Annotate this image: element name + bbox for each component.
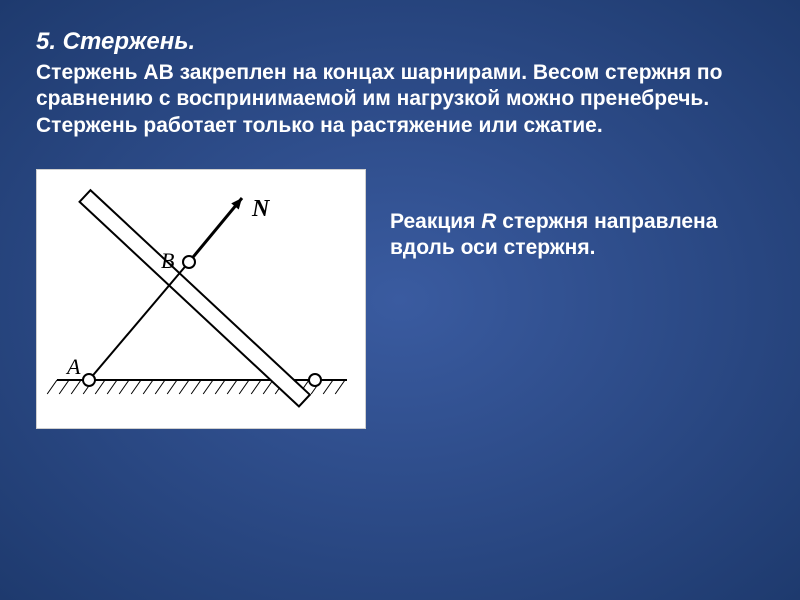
section-title: 5. Стержень. xyxy=(36,28,764,56)
caption-before: Реакция xyxy=(390,210,481,233)
section-paragraph: Стержень АВ закреплен на концах шарнирам… xyxy=(36,60,764,139)
content-row: A B N Реакция R стержня направлена вдоль о… xyxy=(36,169,764,429)
caption-italic: R xyxy=(481,210,496,233)
svg-text:N: N xyxy=(251,196,271,222)
svg-text:B: B xyxy=(161,248,174,273)
svg-text:A: A xyxy=(65,354,81,379)
caption: Реакция R стержня направлена вдоль оси с… xyxy=(390,169,764,262)
rod-diagram: A B N xyxy=(37,170,367,430)
diagram-container: A B N xyxy=(36,169,366,429)
